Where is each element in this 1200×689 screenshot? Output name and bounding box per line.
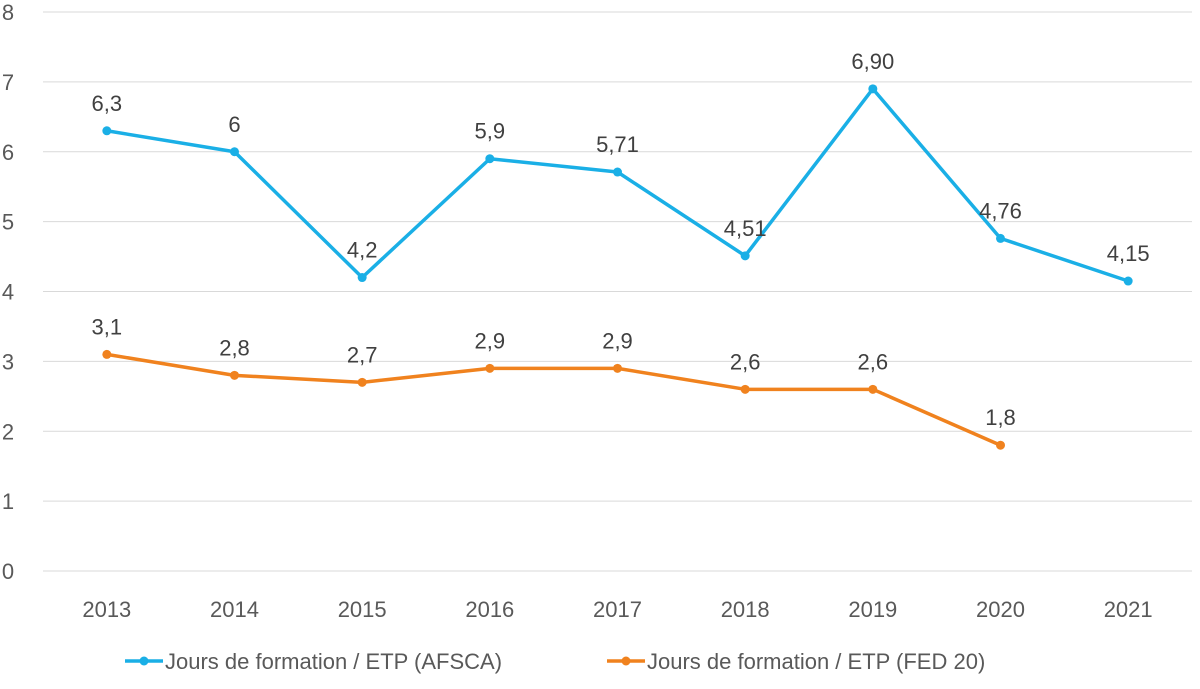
data-point [868,384,878,394]
legend-entry-label: Jours de formation / ETP (AFSCA) [165,649,502,674]
y-tick-label: 3 [2,349,14,374]
data-label: 5,71 [596,132,639,157]
data-label: 3,1 [92,314,123,339]
data-label: 2,9 [602,328,633,353]
data-label: 4,76 [979,198,1022,223]
data-point [740,251,750,261]
series-line-1 [105,352,1003,447]
data-label: 2,6 [730,349,761,374]
x-tick-label: 2020 [976,597,1025,622]
data-point [485,363,495,373]
x-tick-label: 2016 [465,597,514,622]
legend-swatch-marker [139,656,149,666]
data-label: 4,51 [724,216,767,241]
y-axis-ticks: 0 1 2 3 4 5 6 7 8 [2,0,14,584]
x-tick-label: 2018 [721,597,770,622]
y-tick-label: 2 [2,419,14,444]
data-label: 5,9 [475,119,506,144]
data-label: 4,2 [347,238,378,263]
data-point [102,349,112,359]
series-line-0 [105,87,1130,283]
y-tick-label: 0 [2,559,14,584]
y-tick-label: 6 [2,140,14,165]
x-tick-label: 2013 [82,597,131,622]
x-tick-label: 2015 [338,597,387,622]
data-label: 2,6 [858,349,889,374]
legend-swatch-marker [621,656,631,666]
y-tick-label: 5 [2,210,14,235]
data-point [485,154,495,164]
data-point [996,233,1005,243]
x-axis-ticks: 2013 2014 2015 2016 2017 2018 2019 2020 2021 [82,597,1152,622]
data-point [868,84,878,94]
y-tick-label: 7 [2,70,14,95]
data-point [102,126,112,136]
data-label: 2,9 [475,328,506,353]
data-point [740,384,750,394]
data-labels: 6,3 6 4,2 5,9 5,71 4,51 6,90 4,76 4,15 3,1 2,8 2,7 2… [92,49,1150,430]
data-label: 1,8 [985,405,1016,430]
data-label: 6,3 [92,91,123,116]
x-tick-label: 2021 [1104,597,1153,622]
y-tick-label: 4 [2,280,14,305]
data-label: 2,7 [347,342,378,367]
legend-entry-label: Jours de formation / ETP (FED 20) [647,649,985,674]
series-layer [102,84,1133,450]
x-tick-label: 2017 [593,597,642,622]
data-point [1123,276,1133,286]
data-label: 4,15 [1107,241,1150,266]
data-point [613,363,622,373]
data-point [357,273,367,283]
data-label: 6,90 [851,49,894,74]
data-label: 6 [228,112,240,137]
data-point [357,377,367,387]
legend: Jours de formation / ETP (AFSCA) Jours de… [125,649,985,674]
data-point [230,370,239,380]
data-point [230,147,239,157]
data-label: 2,8 [219,335,250,360]
data-point [996,440,1005,450]
x-tick-label: 2019 [848,597,897,622]
data-point [613,167,622,177]
x-tick-label: 2014 [210,597,259,622]
y-tick-label: 1 [2,489,14,514]
y-tick-label: 8 [2,0,14,25]
grid-layer [43,11,1192,572]
